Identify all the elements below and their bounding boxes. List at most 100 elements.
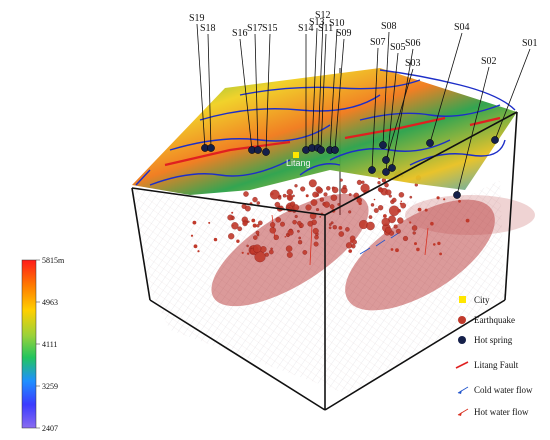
earthquake-point <box>307 220 314 227</box>
colorbar-tick-label: 3259 <box>42 382 58 391</box>
earthquake-point <box>294 214 298 219</box>
earthquake-point <box>277 196 282 200</box>
earthquake-point <box>328 223 332 226</box>
earthquake-point <box>350 239 354 243</box>
elevation-colorbar: 5815m 4963 4111 3259 2407 <box>21 256 65 433</box>
earthquake-point <box>256 201 261 205</box>
earthquake-point <box>411 225 418 231</box>
river-segment <box>409 139 506 166</box>
hot-spring-marker <box>426 139 434 147</box>
earthquake-point <box>297 220 302 226</box>
station-leader-line <box>320 33 327 151</box>
hot-spring-marker <box>331 146 339 154</box>
earthquake-point <box>273 234 279 241</box>
earthquake-point <box>399 202 402 205</box>
legend-item-hot-spring: Hot spring <box>458 335 513 345</box>
earthquake-point <box>227 214 234 221</box>
earthquake-point <box>373 198 376 201</box>
earthquake-point <box>348 249 353 253</box>
legend-item-cold-water-flow: Cold water flow <box>457 385 533 395</box>
earthquake-point <box>292 194 295 198</box>
station-s02: S02 <box>453 56 497 199</box>
earthquake-point <box>312 191 319 198</box>
earthquake-point <box>285 245 293 252</box>
earthquake-point <box>193 244 198 249</box>
earthquake-point <box>398 192 405 198</box>
station-leader-line <box>371 47 379 171</box>
station-label: S07 <box>370 37 386 48</box>
earthquake-point <box>269 227 277 234</box>
earthquake-point <box>370 203 375 207</box>
earthquake-point <box>208 221 211 224</box>
legend-label: Litang Fault <box>474 360 519 370</box>
earthquake-point <box>237 226 243 232</box>
hot-spring-marker <box>254 146 262 154</box>
station-leader-line <box>329 28 338 151</box>
legend-label: Hot water flow <box>474 407 529 417</box>
earthquake-point <box>414 242 417 246</box>
legend-arrowhead <box>458 390 462 394</box>
earthquake-point <box>352 245 354 247</box>
subsurface-mesh <box>132 180 505 395</box>
earthquake-point <box>326 186 331 191</box>
earthquake-point <box>314 235 319 240</box>
colorbar-ramp <box>21 259 37 429</box>
earthquake-point <box>412 231 416 235</box>
earthquake-point <box>287 229 294 236</box>
hot-spring-marker <box>382 156 390 164</box>
station-leader-line <box>334 38 345 151</box>
earthquake-point <box>330 194 338 201</box>
earthquake-point <box>305 204 312 211</box>
hot-spring-marker <box>317 146 325 154</box>
earthquake-point <box>390 248 394 251</box>
station-leader-line <box>265 33 271 153</box>
legend-swatch <box>455 361 469 369</box>
earthquake-point <box>395 248 399 253</box>
city-label: Litang <box>286 158 311 168</box>
legend-item-city: City <box>459 295 490 305</box>
earthquake-point <box>312 227 319 235</box>
earthquake-point <box>192 220 197 225</box>
earthquake-point <box>366 221 375 231</box>
legend-swatch <box>458 316 466 324</box>
station-s08: S08 <box>379 21 397 149</box>
earthquake-point <box>249 246 253 249</box>
earthquake-point <box>458 199 461 203</box>
station-label: S08 <box>381 21 397 32</box>
earthquake-point <box>284 236 287 238</box>
earthquake-point <box>437 241 441 246</box>
earthquake-point <box>297 229 300 233</box>
station-label: S14 <box>298 23 314 34</box>
reservoir-ellipse-east <box>345 199 495 311</box>
station-label: S04 <box>454 22 470 33</box>
earthquake-point <box>241 251 244 254</box>
station-label: S15 <box>262 23 278 34</box>
earthquake-point <box>243 191 249 197</box>
earthquake-point <box>319 197 324 202</box>
station-label: S06 <box>405 38 421 49</box>
earthquake-point <box>439 252 442 256</box>
station-s06: S06 <box>388 38 421 172</box>
station-s14: S14 <box>298 23 314 154</box>
earthquake-point <box>294 184 298 188</box>
earthquake-point <box>393 224 398 229</box>
earthquake-point <box>383 214 387 218</box>
earthquake-point <box>345 227 350 232</box>
river-segment <box>169 124 331 151</box>
earthquake-point <box>302 250 308 255</box>
earthquake-point <box>465 218 470 223</box>
river-segment <box>379 69 516 111</box>
earthquake-point <box>400 202 407 209</box>
earthquake-point <box>332 186 339 194</box>
station-label: S05 <box>390 42 406 53</box>
earthquake-point <box>385 226 392 234</box>
earthquake-point <box>228 233 235 240</box>
hot-spring-marker <box>382 168 390 176</box>
station-leader-line <box>207 33 212 149</box>
earthquake-point <box>280 221 285 227</box>
earthquake-point <box>252 223 257 228</box>
station-label: S16 <box>232 28 248 39</box>
hot-spring-marker <box>207 144 215 152</box>
